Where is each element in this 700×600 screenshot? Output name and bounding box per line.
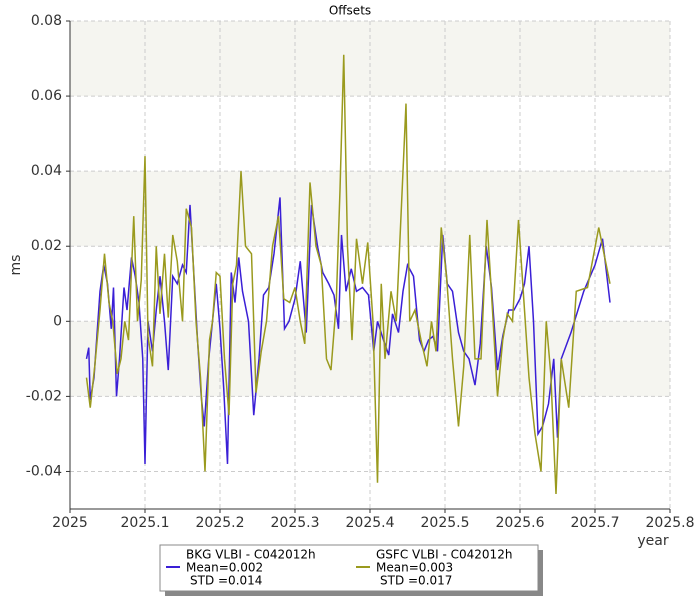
x-tick-label: 2025.2 bbox=[196, 515, 245, 531]
x-tick-label: 2025.1 bbox=[121, 515, 170, 531]
y-axis-label: ms bbox=[8, 255, 24, 276]
y-tick-label: 0.06 bbox=[31, 88, 62, 104]
x-tick-label: 2025 bbox=[52, 515, 88, 531]
y-tick-label: 0.04 bbox=[31, 163, 62, 179]
y-tick-label: 0.08 bbox=[31, 13, 62, 29]
x-tick-label: 2025.5 bbox=[421, 515, 470, 531]
legend-label: BKG VLBI - C042012h bbox=[186, 548, 316, 562]
y-tick-label: -0.02 bbox=[26, 388, 62, 404]
x-tick-label: 2025.3 bbox=[271, 515, 320, 531]
legend-mean: Mean=0.002 bbox=[186, 561, 263, 575]
legend-box bbox=[159, 544, 539, 592]
x-tick-label: 2025.6 bbox=[496, 515, 545, 531]
y-tick-label: 0.02 bbox=[31, 238, 62, 254]
legend-std: STD =0.017 bbox=[380, 574, 452, 588]
series-line bbox=[85, 54, 611, 495]
chart-title: Offsets bbox=[329, 4, 371, 18]
legend-mean: Mean=0.003 bbox=[376, 561, 453, 575]
x-axis-label: year bbox=[637, 533, 668, 549]
x-tick-label: 2025.4 bbox=[346, 515, 395, 531]
legend-std: STD =0.014 bbox=[190, 574, 262, 588]
x-tick-label: 2025.8 bbox=[646, 515, 695, 531]
legend-label: GSFC VLBI - C042012h bbox=[376, 548, 512, 562]
series-line bbox=[85, 197, 611, 464]
y-tick-label: -0.04 bbox=[26, 463, 62, 479]
x-tick-label: 2025.7 bbox=[571, 515, 620, 531]
y-tick-label: 0 bbox=[53, 313, 62, 329]
